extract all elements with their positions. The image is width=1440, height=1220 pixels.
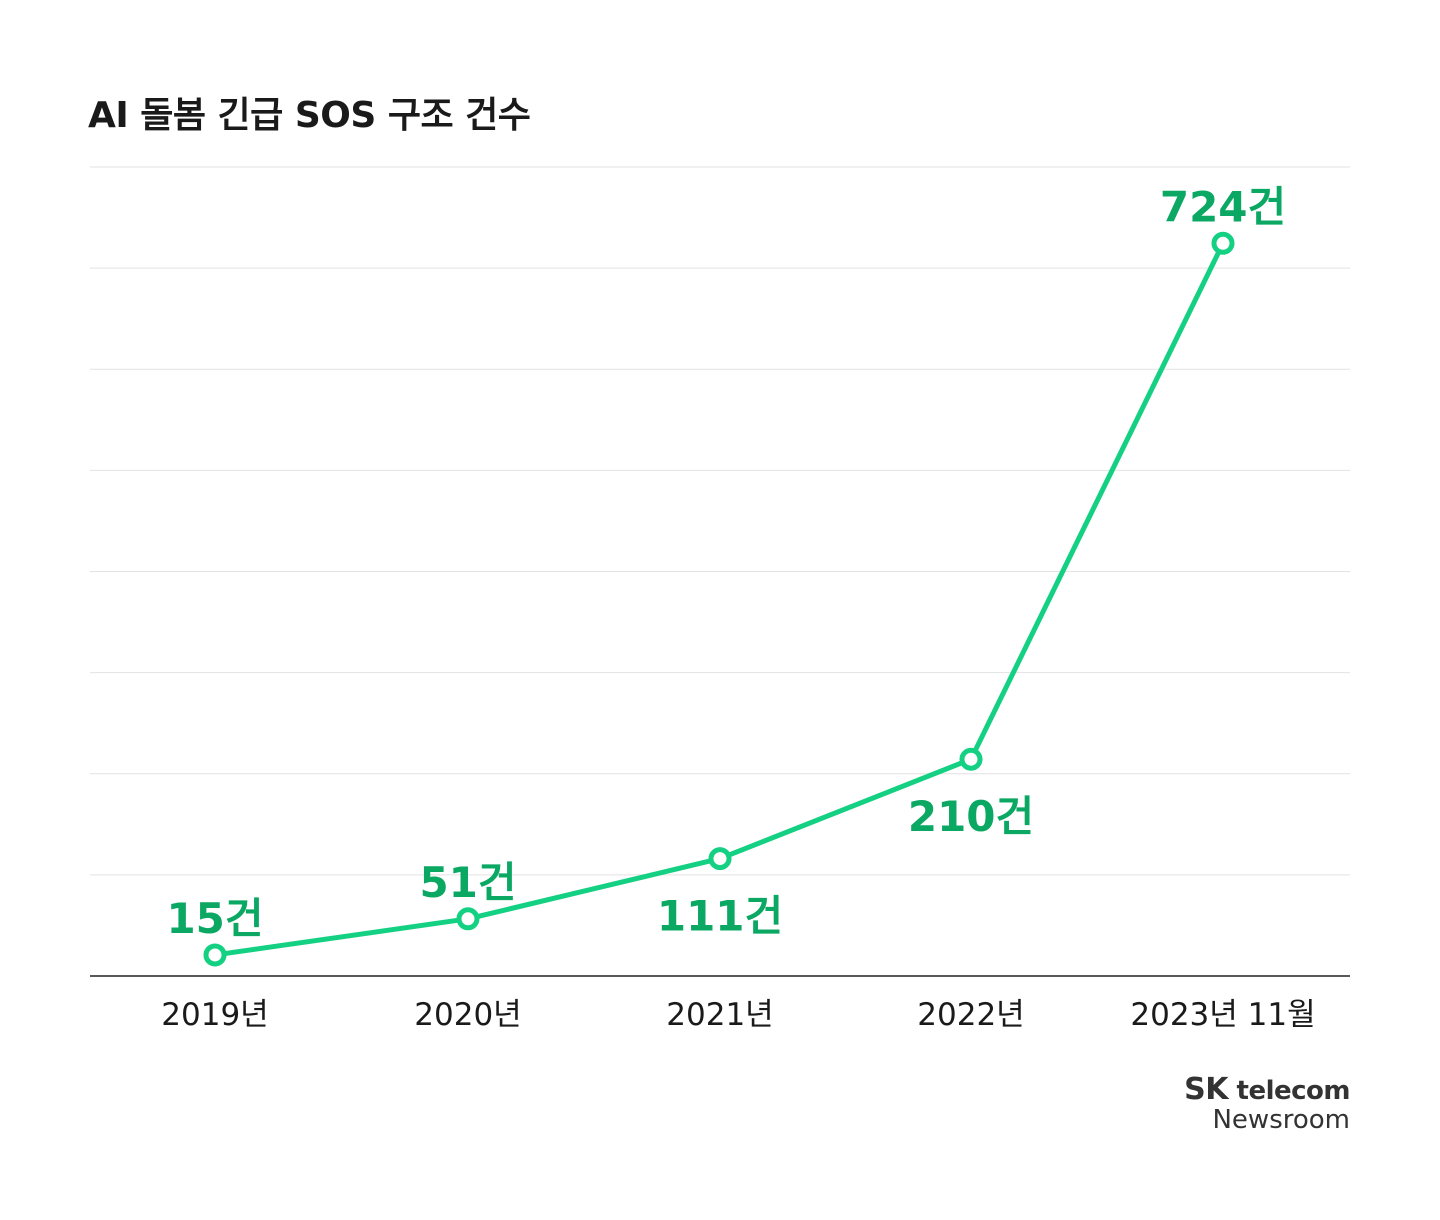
x-tick-label: 2019년 [161, 997, 268, 1033]
data-point [1211, 231, 1235, 255]
x-tick-label: 2020년 [414, 997, 521, 1033]
chart-title: AI 돌봄 긴급 SOS 구조 건수 [88, 95, 531, 136]
sk-telecom-newsroom-logo: SK telecom Newsroom [1184, 1072, 1350, 1135]
x-tick-label: 2022년 [917, 997, 1024, 1033]
data-label: 210건 [908, 792, 1034, 841]
data-label: 724건 [1160, 182, 1286, 231]
logo-brand: SK [1184, 1072, 1228, 1107]
x-tick-label: 2023년 11월 [1130, 997, 1315, 1033]
data-label: 51건 [419, 858, 516, 907]
data-point [456, 907, 480, 931]
data-point [959, 747, 983, 771]
logo-newsroom: Newsroom [1212, 1105, 1350, 1135]
data-point [203, 943, 227, 967]
data-point [708, 847, 732, 871]
data-label: 15건 [166, 894, 263, 943]
data-label: 111건 [657, 892, 783, 941]
logo-brand2: telecom [1236, 1076, 1351, 1106]
x-tick-label: 2021년 [666, 997, 773, 1033]
